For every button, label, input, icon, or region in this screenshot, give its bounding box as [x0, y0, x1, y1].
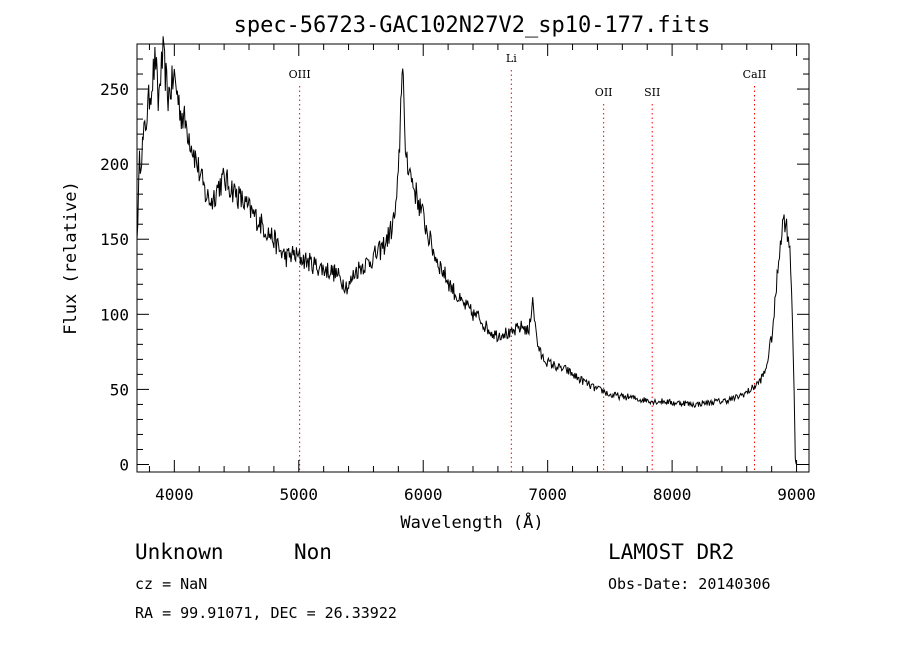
spectrum-series-line — [136, 36, 798, 465]
y-axis-ticks: 0 50 100 150 200 250 — [100, 58, 809, 474]
object-subclass: Non — [294, 540, 332, 564]
y-tick-label: 100 — [100, 305, 129, 324]
y-tick-label: 50 — [110, 380, 129, 399]
object-class: Unknown — [135, 540, 224, 564]
plot-frame — [136, 43, 810, 473]
emission-line-markers: OIII Li OII SII CaII — [289, 52, 767, 472]
chart-title: spec-56723-GAC102N27V2_sp10-177.fits — [234, 13, 711, 38]
y-tick-label: 150 — [100, 230, 129, 249]
redshift-value: cz = NaN — [135, 575, 208, 593]
x-tick-label: 6000 — [404, 485, 443, 504]
coordinates: RA = 99.91071, DEC = 26.33922 — [135, 604, 397, 622]
x-tick-label: 5000 — [280, 485, 319, 504]
observation-date: Obs-Date: 20140306 — [608, 575, 771, 593]
y-tick-label: 0 — [119, 455, 129, 474]
x-tick-label: 7000 — [528, 485, 567, 504]
x-tick-label: 8000 — [653, 485, 692, 504]
x-tick-label: 9000 — [777, 485, 816, 504]
x-tick-label: 4000 — [155, 485, 194, 504]
y-tick-label: 200 — [100, 155, 129, 174]
line-label-sii: SII — [644, 86, 660, 99]
line-label-li: Li — [506, 52, 517, 65]
line-label-caii: CaII — [743, 68, 767, 81]
line-label-oii: OII — [595, 86, 613, 99]
y-tick-label: 250 — [100, 80, 129, 99]
x-axis-ticks: 4000 5000 6000 7000 8000 9000 — [148, 44, 816, 504]
x-axis-label: Wavelength (Å) — [400, 511, 543, 533]
y-axis-label: Flux (relative) — [61, 181, 81, 335]
survey-name: LAMOST DR2 — [608, 540, 735, 564]
line-label-oiii: OIII — [289, 68, 311, 81]
